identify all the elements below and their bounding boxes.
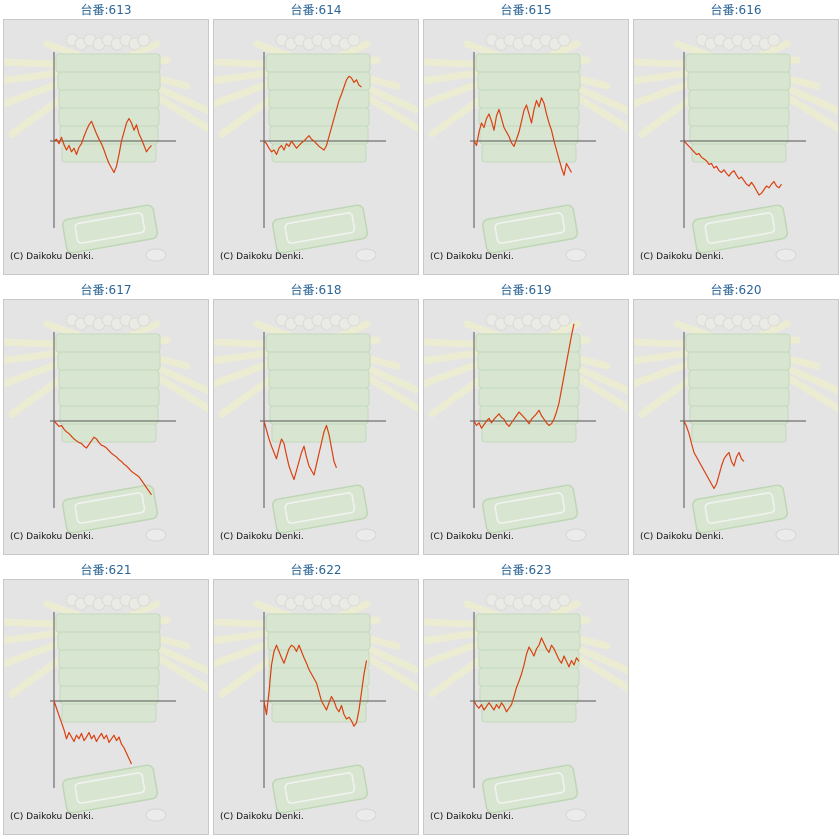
chart-panel: (C) Daikoku Denki. [3,19,209,275]
chart-panel: (C) Daikoku Denki. [3,299,209,555]
machine-chart: 台番:615 (C) Daikoku Denki. [423,1,629,275]
chart-title: 台番:616 [710,3,762,17]
series-line [473,323,575,429]
machine-chart: 台番:614 (C) Daikoku Denki. [213,1,419,275]
series-line [683,140,782,196]
machine-chart: 台番:618 (C) Daikoku Denki. [213,281,419,555]
series-line [473,637,580,713]
machine-chart: 台番:622 (C) Daikoku Denki. [213,561,419,835]
chart-panel: (C) Daikoku Denki. [633,19,839,275]
machine-chart: 台番:623 (C) Daikoku Denki. [423,561,629,835]
machine-chart: 台番:619 (C) Daikoku Denki. [423,281,629,555]
copyright-text: (C) Daikoku Denki. [10,252,94,262]
chart-title: 台番:614 [290,3,342,17]
chart-panel: (C) Daikoku Denki. [423,579,629,835]
copyright-text: (C) Daikoku Denki. [430,812,514,822]
chart-title: 台番:619 [500,283,552,297]
series-line [473,97,573,176]
series-line [683,420,745,490]
background-illustration [634,33,838,262]
background-illustration [214,33,418,262]
copyright-text: (C) Daikoku Denki. [430,532,514,542]
chart-title: 台番:621 [80,563,132,577]
series-line [53,117,152,174]
chart-panel: (C) Daikoku Denki. [633,299,839,555]
chart-title: 台番:618 [290,283,342,297]
chart-title: 台番:620 [710,283,762,297]
background-illustration [4,593,208,822]
background-illustration [4,33,208,262]
chart-svg [4,593,208,822]
chart-svg [4,33,208,262]
copyright-text: (C) Daikoku Denki. [430,252,514,262]
copyright-text: (C) Daikoku Denki. [10,812,94,822]
machine-chart: 台番:616 (C) Daikoku Denki. [633,1,839,275]
chart-panel: (C) Daikoku Denki. [213,579,419,835]
chart-panel: (C) Daikoku Denki. [3,579,209,835]
copyright-text: (C) Daikoku Denki. [220,252,304,262]
chart-panel: (C) Daikoku Denki. [213,299,419,555]
series-line [53,420,152,496]
series-line [263,75,362,156]
chart-panel: (C) Daikoku Denki. [423,19,629,275]
chart-title: 台番:622 [290,563,342,577]
background-illustration [634,313,838,542]
chart-svg [214,33,418,262]
background-illustration [214,593,418,822]
background-illustration [424,313,628,542]
copyright-text: (C) Daikoku Denki. [220,812,304,822]
chart-title: 台番:615 [500,3,552,17]
chart-svg [4,313,208,542]
copyright-text: (C) Daikoku Denki. [640,532,724,542]
chart-svg [424,33,628,262]
chart-panel: (C) Daikoku Denki. [423,299,629,555]
series-line [263,644,368,727]
chart-svg [424,313,628,542]
machine-chart: 台番:620 (C) Daikoku Denki. [633,281,839,555]
machine-chart: 台番:613 (C) Daikoku Denki. [3,1,209,275]
background-illustration [4,313,208,542]
chart-title: 台番:623 [500,563,552,577]
copyright-text: (C) Daikoku Denki. [10,532,94,542]
background-illustration [424,33,628,262]
chart-svg [634,313,838,542]
chart-svg [424,593,628,822]
background-illustration [424,593,628,822]
background-illustration [214,313,418,542]
copyright-text: (C) Daikoku Denki. [220,532,304,542]
chart-title: 台番:613 [80,3,132,17]
series-line [263,420,338,481]
series-line [53,700,133,765]
copyright-text: (C) Daikoku Denki. [640,252,724,262]
chart-title: 台番:617 [80,283,132,297]
chart-svg [214,593,418,822]
machine-chart: 台番:617 (C) Daikoku Denki. [3,281,209,555]
machine-chart: 台番:621 (C) Daikoku Denki. [3,561,209,835]
chart-panel: (C) Daikoku Denki. [213,19,419,275]
chart-svg [634,33,838,262]
chart-svg [214,313,418,542]
